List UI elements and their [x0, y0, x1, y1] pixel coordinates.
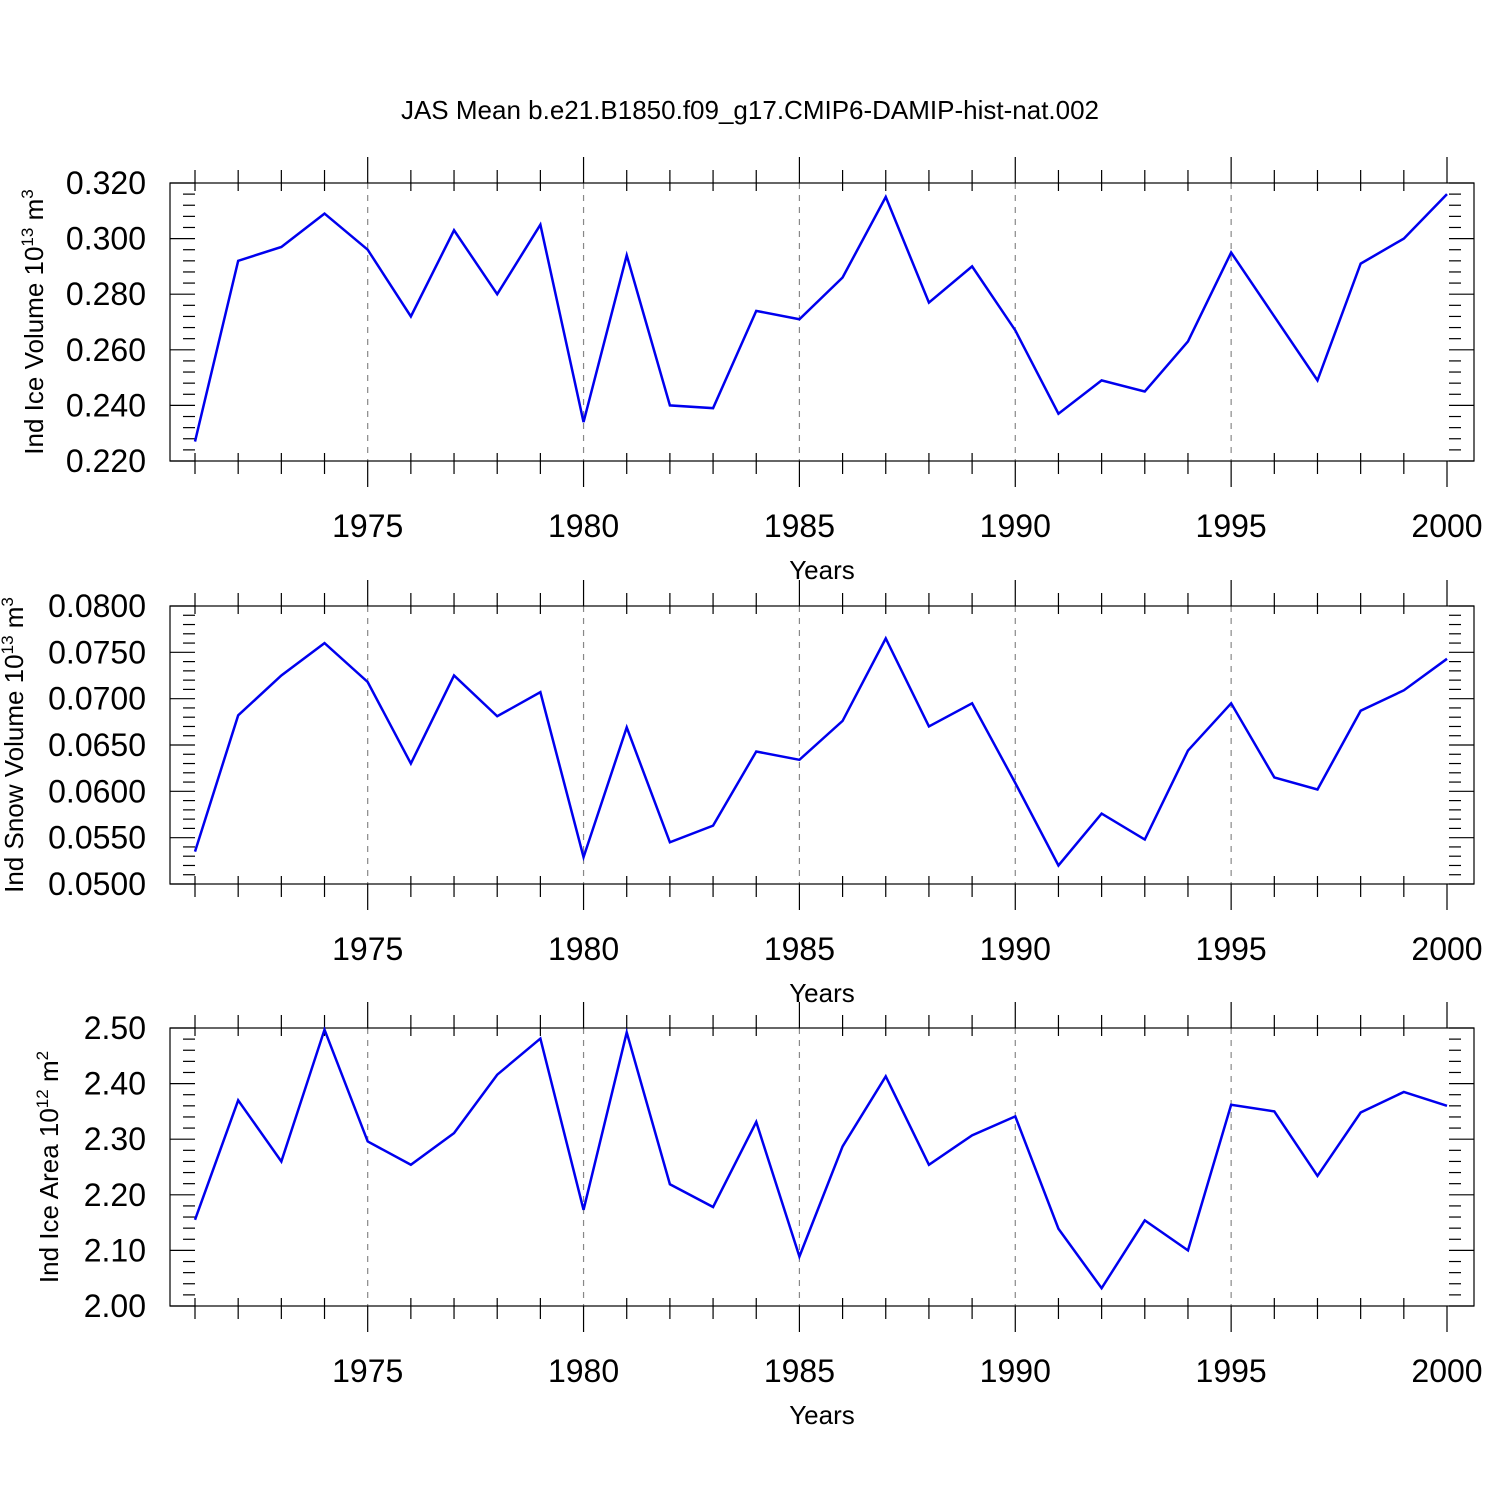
y-tick-label: 0.0800 — [48, 588, 146, 624]
chart-panel-3: 2.00 2.10 2.20 2.30 2.40 2.50 1975 1980 1985 1990… — [33, 1002, 1483, 1430]
y-tick-label: 0.220 — [66, 443, 146, 479]
x-tick-label: 1975 — [332, 508, 403, 544]
x-tick-label: 1985 — [764, 508, 835, 544]
y-tick-label: 2.20 — [84, 1177, 146, 1213]
y-axis-label: Ind Snow Volume 1013 m3 — [0, 597, 29, 893]
y-axis-label: Ind Ice Volume 1013 m3 — [18, 189, 49, 454]
y-tick-label: 2.30 — [84, 1121, 146, 1157]
x-tick-label: 1975 — [332, 931, 403, 967]
x-tick-label: 1990 — [980, 508, 1051, 544]
plot-frame — [169, 182, 1475, 462]
y-tick-label: 2.50 — [84, 1010, 146, 1046]
x-axis-label: Years — [789, 555, 855, 585]
x-tick-label: 1995 — [1196, 508, 1267, 544]
y-tick-label: 0.0750 — [48, 634, 146, 670]
data-series-line — [193, 635, 1448, 868]
x-tick-label: 2000 — [1411, 931, 1482, 967]
y-tick-label: 0.0600 — [48, 773, 146, 809]
data-series-line — [193, 193, 1448, 442]
chart-panel-1: 0.220 0.240 0.260 0.280 0.300 0.320 1975 1980 19… — [18, 157, 1483, 585]
data-series-line — [193, 1025, 1448, 1291]
plot-frame — [169, 605, 1475, 885]
x-tick-label: 2000 — [1411, 1353, 1482, 1389]
y-tick-label: 2.00 — [84, 1288, 146, 1324]
x-axis-label: Years — [789, 978, 855, 1008]
y-tick-label: 0.320 — [66, 165, 146, 201]
y-tick-label: 0.280 — [66, 276, 146, 312]
y-tick-label: 0.260 — [66, 332, 146, 368]
x-tick-label: 1995 — [1196, 931, 1267, 967]
x-tick-label: 1980 — [548, 931, 619, 967]
x-tick-label: 2000 — [1411, 508, 1482, 544]
y-tick-label: 0.240 — [66, 387, 146, 423]
x-tick-label: 1985 — [764, 1353, 835, 1389]
y-tick-label: 2.40 — [84, 1066, 146, 1102]
x-tick-label: 1995 — [1196, 1353, 1267, 1389]
y-tick-label: 0.0650 — [48, 727, 146, 763]
y-tick-label: 2.10 — [84, 1232, 146, 1268]
x-tick-label: 1985 — [764, 931, 835, 967]
chart-title: JAS Mean b.e21.B1850.f09_g17.CMIP6-DAMIP… — [401, 95, 1099, 125]
x-axis-label: Years — [789, 1400, 855, 1430]
y-tick-label: 0.0700 — [48, 681, 146, 717]
y-axis-label: Ind Ice Area 1012 m2 — [33, 1051, 64, 1283]
x-tick-label: 1980 — [548, 508, 619, 544]
y-tick-label: 0.0500 — [48, 866, 146, 902]
x-tick-label: 1980 — [548, 1353, 619, 1389]
x-tick-label: 1975 — [332, 1353, 403, 1389]
x-tick-label: 1990 — [980, 931, 1051, 967]
y-tick-label: 0.0550 — [48, 820, 146, 856]
x-tick-label: 1990 — [980, 1353, 1051, 1389]
chart-panel-2: 0.0500 0.0550 0.0600 0.0650 0.0700 0.0750 0.08… — [0, 580, 1483, 1008]
y-tick-label: 0.300 — [66, 221, 146, 257]
plot-frame — [169, 1027, 1475, 1307]
